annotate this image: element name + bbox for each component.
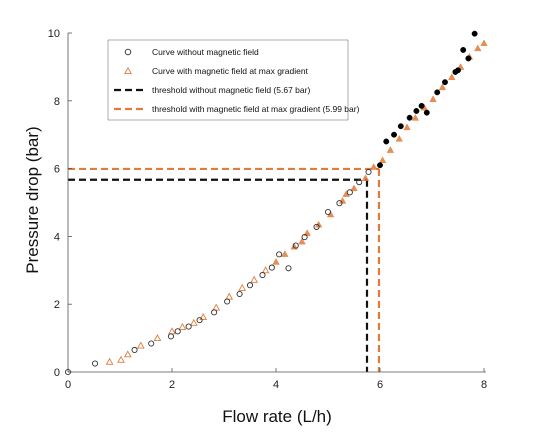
data-point-circle bbox=[442, 79, 448, 86]
data-point-triangle bbox=[272, 258, 280, 265]
data-point-circle bbox=[413, 108, 420, 114]
x-axis-title: Flow rate (L/h) bbox=[222, 407, 332, 426]
data-point-circle bbox=[167, 333, 175, 340]
data-point-circle bbox=[211, 309, 218, 316]
data-point-circle bbox=[365, 168, 372, 176]
data-point-circle bbox=[377, 162, 383, 169]
legend-swatch-triangle bbox=[124, 66, 132, 75]
plot-area bbox=[64, 30, 488, 376]
data-point-triangle bbox=[480, 39, 488, 47]
legend-box bbox=[107, 39, 349, 121]
data-point-triangle bbox=[338, 197, 347, 204]
data-point-triangle bbox=[411, 114, 419, 121]
x-tick-label: 6 bbox=[377, 379, 383, 391]
data-point-circle bbox=[259, 271, 266, 279]
data-point-triangle bbox=[123, 350, 132, 358]
data-point-circle bbox=[285, 265, 292, 272]
data-point-circle bbox=[268, 264, 275, 271]
data-point-circle bbox=[276, 251, 283, 258]
data-point-triangle bbox=[403, 123, 411, 131]
data-point-circle bbox=[301, 234, 308, 241]
data-point-circle bbox=[148, 340, 155, 347]
data-point-circle bbox=[471, 30, 478, 37]
data-point-circle bbox=[418, 102, 425, 109]
y-tick-label: 6 bbox=[54, 164, 60, 176]
data-point-circle bbox=[455, 67, 461, 74]
data-point-triangle bbox=[281, 250, 289, 257]
data-point-triangle bbox=[298, 237, 306, 245]
axes: 0 2 4 6 8 0 2 4 6 8 10 bbox=[48, 28, 487, 391]
data-point-triangle bbox=[350, 184, 358, 192]
x-tick-label: 4 bbox=[273, 379, 279, 391]
y-tick-label: 2 bbox=[54, 299, 60, 311]
x-tick-label: 2 bbox=[169, 379, 175, 391]
legend-swatch-circle bbox=[124, 48, 132, 56]
data-point-triangle bbox=[189, 318, 198, 326]
legend-label: Curve with magnetic field at max gradien… bbox=[152, 66, 309, 76]
data-point-circle bbox=[174, 328, 181, 335]
data-point-triangle bbox=[212, 303, 221, 311]
y-tick-label: 4 bbox=[54, 231, 60, 243]
data-point-circle bbox=[324, 208, 332, 216]
data-point-circle bbox=[91, 360, 99, 367]
data-point-circle bbox=[423, 109, 430, 116]
data-point-circle bbox=[236, 290, 243, 298]
data-point-triangle bbox=[136, 341, 145, 349]
data-point-circle bbox=[391, 131, 397, 138]
data-point-triangle bbox=[178, 322, 187, 330]
legend-label: threshold with magnetic field at max gra… bbox=[152, 104, 360, 114]
legend: Curve without magnetic field Curve with m… bbox=[107, 39, 360, 121]
data-point-triangle bbox=[238, 283, 247, 291]
data-point-circle bbox=[356, 179, 363, 186]
data-point-triangle bbox=[250, 275, 259, 283]
data-point-triangle bbox=[361, 174, 370, 181]
y-tick-label: 8 bbox=[54, 96, 60, 108]
data-point-triangle bbox=[474, 44, 482, 52]
data-point-triangle bbox=[448, 73, 456, 80]
data-point-circle bbox=[434, 89, 441, 96]
data-point-triangle bbox=[370, 163, 378, 170]
data-point-circle bbox=[185, 323, 192, 330]
data-point-circle bbox=[246, 282, 254, 289]
data-point-triangle bbox=[105, 357, 114, 365]
data-point-circle bbox=[397, 123, 404, 130]
data-point-triangle bbox=[342, 190, 350, 197]
data-point-triangle bbox=[438, 83, 447, 91]
data-point-circle bbox=[336, 200, 343, 207]
data-point-circle bbox=[313, 223, 320, 230]
data-point-circle bbox=[460, 47, 467, 53]
data-point-circle bbox=[406, 114, 413, 121]
data-point-triangle bbox=[386, 146, 395, 153]
legend-label: Curve without magnetic field bbox=[152, 47, 259, 57]
data-point-circle bbox=[465, 55, 472, 62]
data-point-triangle bbox=[429, 95, 437, 102]
data-point-triangle bbox=[395, 135, 403, 142]
data-point-triangle bbox=[261, 266, 270, 274]
y-tick-label: 10 bbox=[48, 28, 60, 40]
x-tick-label: 0 bbox=[65, 379, 71, 391]
data-point-circle bbox=[383, 138, 390, 145]
data-point-triangle bbox=[153, 334, 162, 342]
x-tick-label: 8 bbox=[481, 379, 487, 391]
data-point-circle bbox=[292, 242, 299, 249]
data-point-circle bbox=[346, 189, 353, 196]
data-point-circle bbox=[131, 346, 138, 354]
data-point-triangle bbox=[168, 327, 176, 335]
y-axis-title: Pressure drop (bar) bbox=[23, 126, 42, 273]
data-point-circle bbox=[196, 317, 203, 324]
data-point-triangle bbox=[117, 355, 125, 363]
data-point-triangle bbox=[378, 156, 387, 163]
y-tick-label: 0 bbox=[54, 367, 60, 379]
data-point-triangle bbox=[225, 292, 234, 300]
data-point-circle bbox=[224, 298, 231, 305]
legend-label: threshold without magnetic field (5.67 b… bbox=[152, 85, 310, 95]
data-point-triangle bbox=[199, 313, 208, 321]
